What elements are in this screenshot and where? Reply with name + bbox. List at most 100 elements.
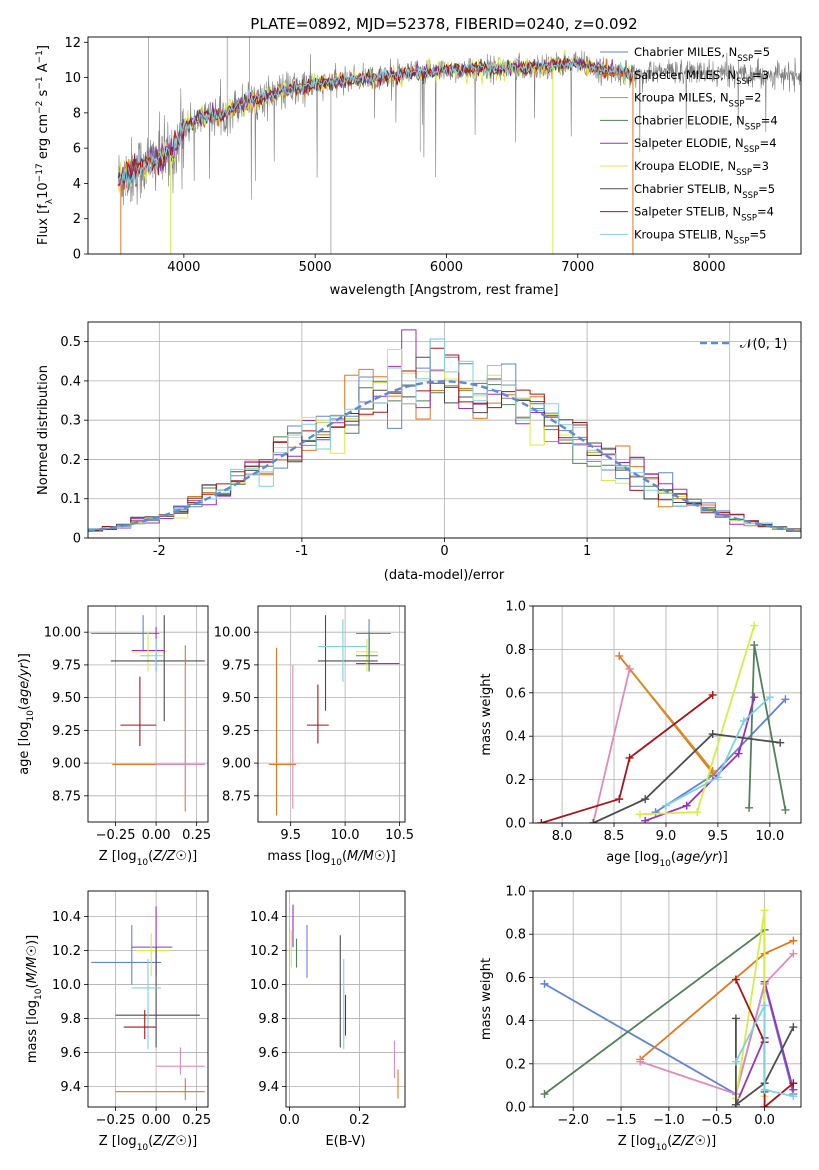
x-tick-label: 0.0 <box>754 1113 775 1128</box>
weight-point-marker <box>765 693 774 702</box>
weight-point-marker <box>625 753 634 762</box>
x-tick-label: −0.25 <box>96 828 136 843</box>
legend-entry: Chabrier STELIB, NSSP=5 <box>634 182 775 201</box>
weight-point-marker <box>731 1014 740 1023</box>
y-tick-label: 9.8 <box>60 1012 81 1027</box>
x-tick-label: 0.00 <box>142 1113 171 1128</box>
x-tick-label: 0.25 <box>182 1113 211 1128</box>
weight-point-marker <box>781 695 790 704</box>
y-tick-label: 0.2 <box>505 1057 526 1072</box>
weight-point-marker <box>537 819 546 823</box>
weight-point-marker <box>734 749 743 758</box>
axes-frame <box>87 36 802 255</box>
y-axis-label: mass weight <box>479 673 494 755</box>
y-tick-label: 9.25 <box>222 724 251 739</box>
y-axis-label: mass [log10(M/M☉)] <box>25 935 44 1063</box>
x-axis-label: Z [log10(Z/Z☉)] <box>99 1134 197 1153</box>
x-tick-label: 2 <box>726 544 734 559</box>
y-tick-label: 10.2 <box>250 944 279 959</box>
weight-series <box>735 1005 794 1098</box>
weight-point-marker <box>760 1085 769 1094</box>
x-axis-label: mass [log10(M/M☉)] <box>267 849 395 868</box>
y-tick-label: 0.5 <box>60 335 81 350</box>
x-tick-label: 9.0 <box>656 829 677 844</box>
y-tick-label: 0.2 <box>60 453 81 468</box>
legend-entry: Kroupa MILES, NSSP=2 <box>634 91 761 110</box>
x-tick-label: 0.2 <box>349 1113 370 1128</box>
y-axis-label: Normed distribution <box>36 365 51 495</box>
weight-point-marker <box>615 795 624 804</box>
y-tick-label: 8 <box>73 106 81 121</box>
weight-point-marker <box>661 801 670 810</box>
y-tick-label: 6 <box>73 142 81 157</box>
legend-entry: Salpeter STELIB, NSSP=4 <box>634 205 774 224</box>
residual-axes: -2 -1 0 1 2 0 0.1 0.2 0.3 0.4 0.5 (data-model)/erro… <box>36 321 802 583</box>
weight-point-marker <box>750 693 759 702</box>
y-tick-label: 9.6 <box>60 1046 81 1061</box>
y-tick-label: 0.0 <box>505 1101 526 1116</box>
plot-area <box>537 621 790 823</box>
weight-series <box>665 696 771 807</box>
axes-frame <box>532 890 802 1108</box>
y-tick-label: 0.2 <box>505 773 526 788</box>
weight-point-marker <box>682 801 691 810</box>
y-tick-label: 9.00 <box>222 757 251 772</box>
model-spectrum <box>117 57 633 191</box>
y-tick-label: 0.3 <box>60 414 81 429</box>
x-tick-label: 9.5 <box>708 829 729 844</box>
y-tick-label: 1.0 <box>505 600 526 615</box>
weight-point-marker <box>745 803 754 812</box>
y-axis-label: age [log10(age/yr)] <box>17 653 36 775</box>
x-tick-label: 10.5 <box>385 828 414 843</box>
legend-entry: Chabrier ELODIE, NSSP=4 <box>634 113 778 132</box>
plot-area <box>268 615 400 816</box>
axes-frame <box>285 890 406 1108</box>
y-tick-label: 0.6 <box>505 686 526 701</box>
x-tick-label: 7000 <box>561 260 594 275</box>
y-tick-label: 4 <box>73 177 81 192</box>
x-tick-label: -2 <box>153 544 166 559</box>
mass-vs-Z-axes: −0.25 0.00 0.25 9.4 9.6 9.8 10.0 10.2 10.4 Z [log… <box>25 890 211 1153</box>
legend-entry: Kroupa STELIB, NSSP=5 <box>634 227 766 246</box>
x-tick-label: 0.00 <box>142 828 171 843</box>
weight-point-marker <box>731 1100 740 1107</box>
x-axis-label: wavelength [Angstrom, rest frame] <box>330 283 559 298</box>
y-tick-label: 10.0 <box>52 978 81 993</box>
weight-point-marker <box>636 1057 645 1066</box>
legend-entry: Salpeter MILES, NSSP=3 <box>634 68 769 87</box>
x-tick-label: −0.5 <box>701 1113 733 1128</box>
y-tick-label: 9.4 <box>60 1080 81 1095</box>
x-tick-label: 10.0 <box>755 829 784 844</box>
y-tick-label: 9.75 <box>52 658 81 673</box>
y-tick-label: 10.2 <box>52 944 81 959</box>
weight-point-marker <box>781 805 790 814</box>
x-axis-label: age [log10(age/yr)] <box>606 850 728 869</box>
y-tick-label: 9.00 <box>52 757 81 772</box>
y-tick-label: 10.00 <box>214 626 251 641</box>
legend-entry: Salpeter ELODIE, NSSP=4 <box>634 136 777 155</box>
axes-frame <box>87 321 802 539</box>
x-tick-label: 9.5 <box>280 828 301 843</box>
x-tick-label: 10.0 <box>331 828 360 843</box>
weight-point-marker <box>708 690 717 699</box>
y-tick-label: 10.0 <box>250 978 279 993</box>
x-tick-label: 5000 <box>299 260 332 275</box>
y-tick-label: 9.6 <box>258 1046 279 1061</box>
y-tick-label: 9.8 <box>258 1012 279 1027</box>
weight-point-marker <box>540 1090 549 1099</box>
axes-frame <box>87 605 209 823</box>
weight-point-marker <box>651 808 660 817</box>
y-tick-label: 0.4 <box>505 730 526 745</box>
x-tick-label: −0.25 <box>96 1113 136 1128</box>
axes-frame <box>532 605 802 824</box>
x-axis-label: Z [log10(Z/Z☉)] <box>618 1134 716 1153</box>
y-tick-label: 2 <box>73 212 81 227</box>
weight-point-marker <box>641 816 650 823</box>
weight-point-marker <box>760 906 769 915</box>
x-tick-label: -1 <box>295 544 308 559</box>
y-tick-label: 0.6 <box>505 971 526 986</box>
plot-area <box>290 904 399 1099</box>
weight-point-marker <box>713 773 722 782</box>
legend-entry: Chabrier MILES, NSSP=5 <box>634 45 770 64</box>
